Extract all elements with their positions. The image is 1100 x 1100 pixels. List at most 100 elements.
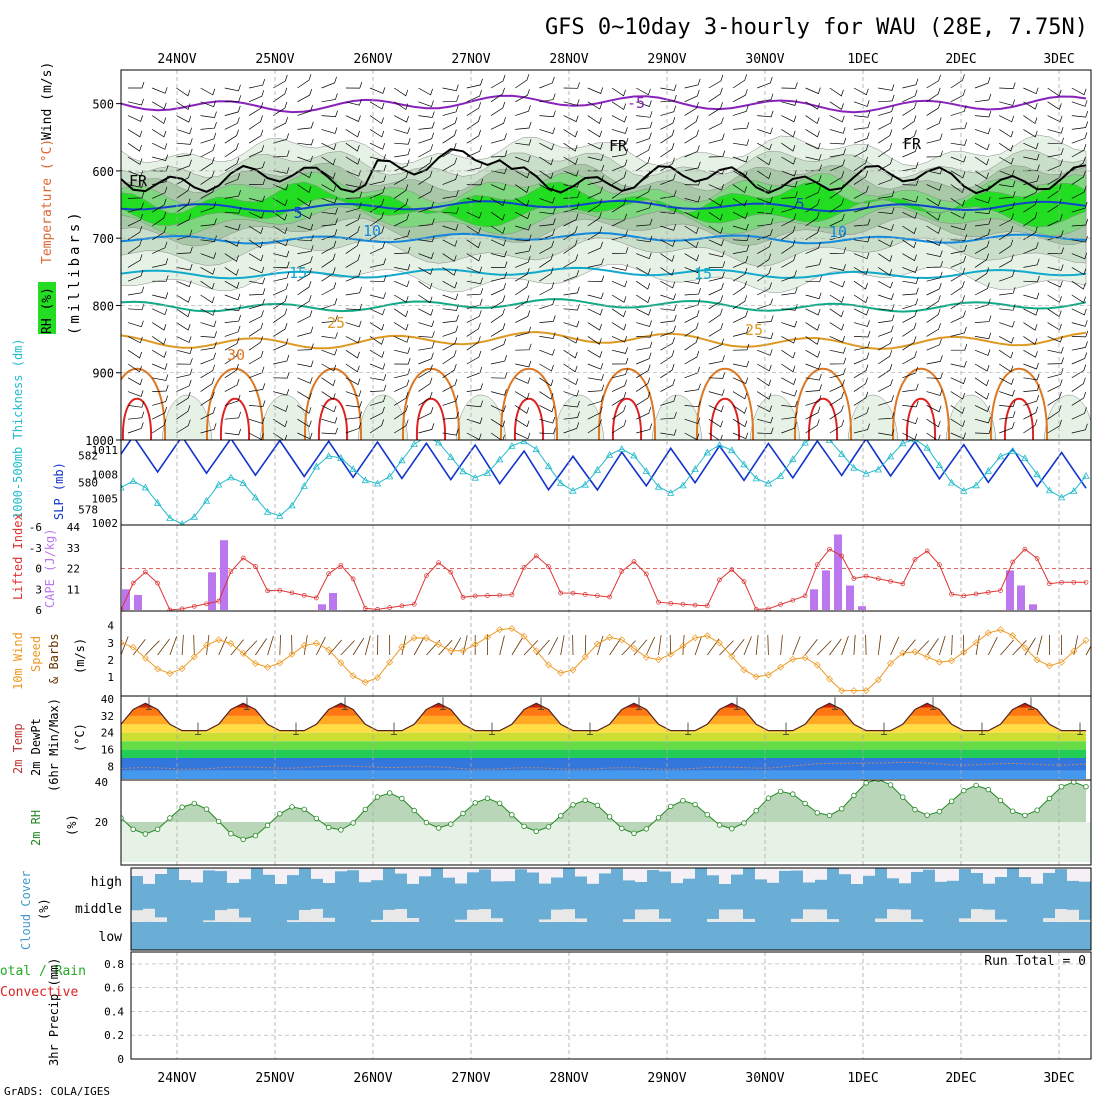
wind-barb xyxy=(660,337,675,351)
panel-frames xyxy=(120,69,1092,1060)
thickness-point xyxy=(544,462,553,470)
wind-barb xyxy=(853,407,870,420)
wind-barb xyxy=(515,105,531,116)
rh-point xyxy=(839,806,845,812)
wind-barb xyxy=(127,129,143,138)
wind-barb xyxy=(1071,87,1087,96)
credit-label: GrADS: COLA/IGES xyxy=(4,1085,110,1098)
wind-barb xyxy=(297,223,314,231)
cloud-mid-gap xyxy=(731,909,743,922)
wind-barb xyxy=(805,308,821,316)
li-point xyxy=(253,564,258,569)
temp-band-3 xyxy=(121,741,1086,750)
wind-barb xyxy=(926,282,942,296)
wind-barb xyxy=(950,418,966,428)
wind-barb xyxy=(853,132,870,144)
wind-barb xyxy=(999,201,1015,213)
wind10-series-line xyxy=(121,627,1087,692)
wind-barb xyxy=(708,74,724,89)
wind-barb xyxy=(490,183,507,191)
wind-barb xyxy=(297,377,313,384)
wind-barb xyxy=(974,228,991,241)
cloud-high-gap xyxy=(659,868,671,872)
wind10-point xyxy=(679,642,687,650)
isotherm-35-loop-8 xyxy=(905,397,937,440)
rh-point xyxy=(460,810,466,817)
wind-barb xyxy=(708,117,724,130)
wind-barb xyxy=(394,198,409,213)
wind-barb xyxy=(902,432,918,440)
wind-barb xyxy=(394,294,409,303)
wind-barb xyxy=(490,150,508,158)
wind-barb xyxy=(176,171,191,185)
wind-barb xyxy=(611,391,627,406)
date-label-top-6: 30NOV xyxy=(745,52,784,67)
isotherm-30-loop-4 xyxy=(499,367,559,440)
wind-barb xyxy=(442,378,458,392)
wind-barb xyxy=(1047,280,1063,288)
li-point xyxy=(509,592,515,598)
wind10-point xyxy=(581,653,589,661)
wind10-barb xyxy=(132,638,146,656)
thickness-point xyxy=(325,452,333,459)
isotherm-30-loop-1 xyxy=(205,367,265,440)
wind-barb xyxy=(781,225,796,241)
wind10-barb xyxy=(597,635,604,656)
wind-barb xyxy=(1047,247,1064,254)
wind-barb xyxy=(708,271,725,282)
wind10-point xyxy=(630,645,638,652)
li-point xyxy=(448,569,454,575)
wind-barb xyxy=(950,122,968,130)
wind-barb xyxy=(853,185,869,199)
panel-frame-2 xyxy=(120,524,1092,612)
wind10-barb xyxy=(413,637,425,656)
wind10-barb xyxy=(645,636,656,656)
wind-barb xyxy=(418,156,433,172)
wind-barb xyxy=(587,198,603,213)
wind-barb xyxy=(999,400,1016,408)
wind-barb xyxy=(708,389,725,396)
wind10-point xyxy=(312,639,320,647)
wind-barb xyxy=(684,253,700,262)
wind-barb xyxy=(224,105,241,116)
wind-barb xyxy=(805,395,822,406)
wind-barb xyxy=(345,213,361,227)
wind-barb xyxy=(853,121,871,130)
wind-barb xyxy=(974,93,992,103)
wind10-barb xyxy=(633,639,648,656)
wind-barb xyxy=(200,100,217,108)
wind-barb xyxy=(757,267,772,282)
cape-bar-9 xyxy=(846,585,854,610)
wind-barb xyxy=(926,372,943,379)
wind-barb xyxy=(273,74,288,89)
wind-barb xyxy=(127,115,144,122)
wind-barb xyxy=(490,198,506,207)
wind-barb xyxy=(369,322,385,331)
wind10-point xyxy=(935,658,943,666)
wind-barb xyxy=(515,211,531,220)
wind-barb xyxy=(490,322,506,337)
wind-barb xyxy=(878,304,895,311)
wind-barb xyxy=(273,150,290,158)
li-series-line xyxy=(121,548,1086,611)
rh-point xyxy=(191,800,197,807)
wind10-point xyxy=(1033,656,1041,664)
wind-barb xyxy=(321,170,336,180)
wind10-barb xyxy=(743,636,752,656)
wind-barb xyxy=(878,173,894,185)
wind-barb xyxy=(974,377,989,387)
wind-barb xyxy=(515,245,532,254)
rh-point xyxy=(655,815,662,821)
precip-ticks: 0.80.60.40.20 xyxy=(104,958,124,1066)
contour-label-7: 25 xyxy=(327,314,345,332)
wind-barb xyxy=(999,304,1016,311)
wind-barb xyxy=(127,226,143,241)
wind-barb xyxy=(999,115,1015,123)
cloud-high-gap xyxy=(995,868,1007,877)
wind-barb xyxy=(176,358,193,365)
wind-barb xyxy=(1047,405,1062,420)
wind-barb xyxy=(297,211,313,220)
wind-barb xyxy=(1071,294,1086,304)
wind-barb xyxy=(273,133,290,144)
wind10-point xyxy=(789,655,797,663)
